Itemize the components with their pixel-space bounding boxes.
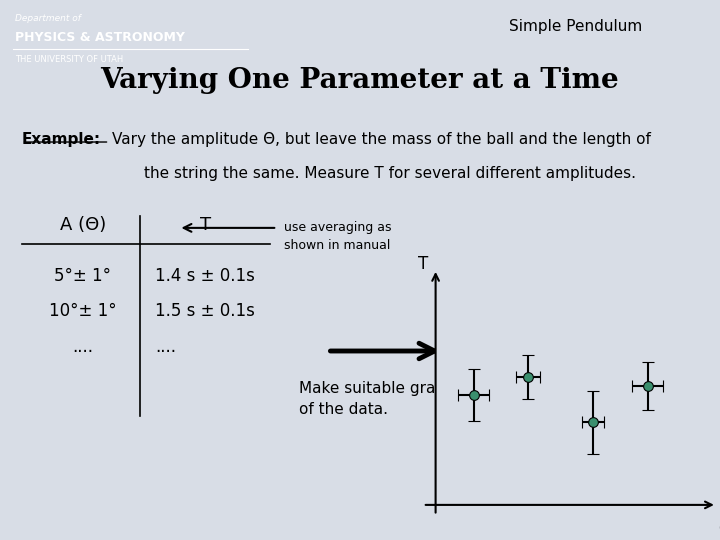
Text: Simple Pendulum: Simple Pendulum [509,19,643,34]
Text: Example:: Example: [22,132,101,147]
Text: ....: .... [155,338,176,355]
Text: Θ: Θ [718,519,720,538]
Text: 5°± 1°: 5°± 1° [54,267,112,285]
Text: 1.4 s ± 0.1s: 1.4 s ± 0.1s [155,267,255,285]
Text: Varying One Parameter at a Time: Varying One Parameter at a Time [101,68,619,94]
Text: Vary the amplitude Θ, but leave the mass of the ball and the length of: Vary the amplitude Θ, but leave the mass… [112,132,650,147]
Text: shown in manual: shown in manual [284,239,391,252]
Text: T: T [199,216,211,234]
Text: T: T [418,255,428,273]
Text: Make suitable graphs: Make suitable graphs [299,381,462,396]
Text: 10°± 1°: 10°± 1° [49,302,117,320]
Text: 1.5 s ± 0.1s: 1.5 s ± 0.1s [155,302,255,320]
Text: the string the same. Measure T for several different amplitudes.: the string the same. Measure T for sever… [144,166,636,181]
Text: Department of: Department of [15,14,81,23]
Text: of the data.: of the data. [299,402,388,417]
Text: THE UNIVERSITY OF UTAH: THE UNIVERSITY OF UTAH [15,55,124,64]
Text: PHYSICS & ASTRONOMY: PHYSICS & ASTRONOMY [15,31,185,44]
Text: A (Θ): A (Θ) [60,216,106,234]
Text: use averaging as: use averaging as [284,221,392,234]
Text: ....: .... [72,338,94,355]
